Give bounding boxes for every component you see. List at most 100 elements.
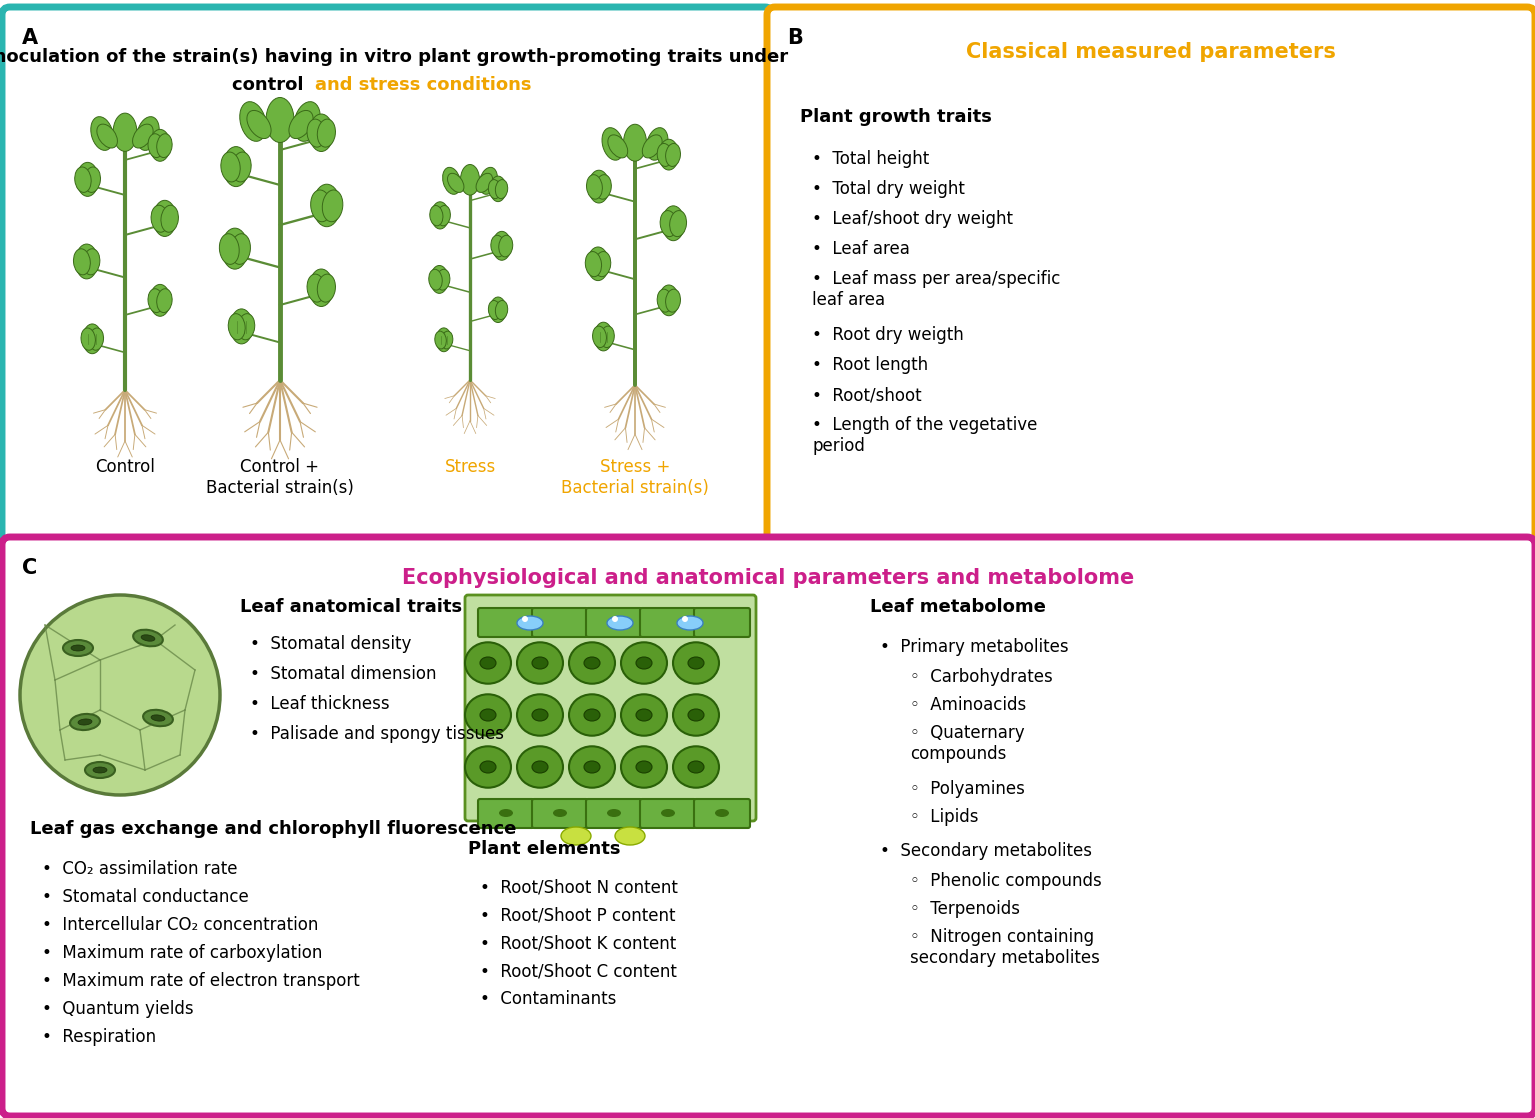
Ellipse shape — [77, 162, 98, 197]
Ellipse shape — [672, 747, 718, 788]
Ellipse shape — [310, 190, 332, 221]
Text: and stress conditions: and stress conditions — [315, 76, 531, 94]
Ellipse shape — [318, 274, 336, 302]
Text: control: control — [232, 76, 310, 94]
Ellipse shape — [488, 301, 500, 320]
FancyBboxPatch shape — [640, 608, 695, 637]
Circle shape — [682, 616, 688, 622]
Ellipse shape — [635, 709, 652, 721]
Ellipse shape — [313, 184, 341, 227]
Text: •  Root/shoot: • Root/shoot — [812, 386, 921, 404]
Ellipse shape — [157, 134, 172, 158]
Ellipse shape — [230, 309, 253, 344]
FancyBboxPatch shape — [2, 7, 774, 543]
Ellipse shape — [436, 269, 450, 290]
Ellipse shape — [569, 643, 616, 684]
Text: •  Root/Shoot C content: • Root/Shoot C content — [480, 961, 677, 980]
Text: Control +
Bacterial strain(s): Control + Bacterial strain(s) — [206, 458, 355, 496]
Text: •  Maximum rate of electron transport: • Maximum rate of electron transport — [41, 972, 359, 991]
Ellipse shape — [660, 210, 677, 237]
Ellipse shape — [608, 135, 628, 158]
Text: ◦  Nitrogen containing
secondary metabolites: ◦ Nitrogen containing secondary metaboli… — [910, 928, 1101, 967]
Text: •  Root/Shoot P content: • Root/Shoot P content — [480, 906, 675, 923]
Ellipse shape — [488, 180, 500, 199]
Text: Ecophysiological and anatomical parameters and metabolome: Ecophysiological and anatomical paramete… — [402, 568, 1134, 588]
Ellipse shape — [465, 747, 511, 788]
Ellipse shape — [430, 206, 444, 226]
Text: •  Total height: • Total height — [812, 150, 929, 168]
Ellipse shape — [75, 167, 91, 192]
Ellipse shape — [588, 170, 609, 203]
Text: Leaf gas exchange and chlorophyll fluorescence: Leaf gas exchange and chlorophyll fluore… — [31, 819, 516, 838]
Ellipse shape — [533, 709, 548, 721]
Ellipse shape — [465, 694, 511, 736]
FancyBboxPatch shape — [477, 799, 534, 828]
Ellipse shape — [94, 767, 107, 773]
Text: •  CO₂ assimilation rate: • CO₂ assimilation rate — [41, 860, 238, 878]
Ellipse shape — [307, 274, 325, 302]
Ellipse shape — [91, 116, 114, 151]
Ellipse shape — [238, 314, 255, 340]
Ellipse shape — [428, 269, 442, 290]
Ellipse shape — [221, 228, 249, 269]
Ellipse shape — [480, 657, 496, 669]
Text: •  Quantum yields: • Quantum yields — [41, 999, 193, 1018]
FancyBboxPatch shape — [533, 608, 588, 637]
Ellipse shape — [688, 657, 705, 669]
Ellipse shape — [616, 827, 645, 845]
FancyBboxPatch shape — [586, 799, 642, 828]
Ellipse shape — [137, 116, 160, 151]
Text: •  Palisade and spongy tissues: • Palisade and spongy tissues — [250, 724, 503, 743]
Ellipse shape — [89, 328, 103, 350]
Ellipse shape — [83, 324, 101, 353]
Ellipse shape — [602, 127, 623, 160]
Ellipse shape — [490, 297, 507, 322]
FancyBboxPatch shape — [694, 799, 751, 828]
Ellipse shape — [600, 326, 614, 348]
Ellipse shape — [221, 152, 239, 182]
Text: ◦  Quaternary
compounds: ◦ Quaternary compounds — [910, 724, 1025, 762]
Ellipse shape — [147, 288, 163, 313]
Ellipse shape — [688, 709, 705, 721]
Ellipse shape — [114, 113, 137, 151]
Ellipse shape — [588, 247, 609, 281]
Ellipse shape — [622, 643, 668, 684]
Text: •  Total dry weight: • Total dry weight — [812, 180, 966, 198]
Ellipse shape — [289, 111, 313, 139]
Ellipse shape — [266, 97, 295, 142]
Ellipse shape — [594, 252, 611, 276]
Text: ◦  Phenolic compounds: ◦ Phenolic compounds — [910, 872, 1102, 890]
Text: •  Root dry weigth: • Root dry weigth — [812, 326, 964, 344]
Ellipse shape — [309, 269, 333, 306]
Ellipse shape — [594, 322, 612, 351]
Text: •  Maximum rate of carboxylation: • Maximum rate of carboxylation — [41, 944, 322, 961]
FancyBboxPatch shape — [533, 799, 588, 828]
Ellipse shape — [239, 102, 266, 141]
Ellipse shape — [593, 326, 606, 348]
Ellipse shape — [229, 314, 246, 340]
Ellipse shape — [533, 657, 548, 669]
Ellipse shape — [490, 177, 507, 201]
Ellipse shape — [479, 168, 497, 195]
Ellipse shape — [517, 694, 563, 736]
Ellipse shape — [606, 616, 632, 631]
Text: •  Length of the vegetative
period: • Length of the vegetative period — [812, 416, 1038, 455]
Ellipse shape — [666, 143, 680, 167]
Text: Stress +
Bacterial strain(s): Stress + Bacterial strain(s) — [562, 458, 709, 496]
Ellipse shape — [460, 164, 479, 196]
Ellipse shape — [480, 709, 496, 721]
Ellipse shape — [431, 201, 448, 229]
Ellipse shape — [71, 714, 100, 730]
Text: ◦  Lipids: ◦ Lipids — [910, 808, 978, 826]
Ellipse shape — [672, 643, 718, 684]
Ellipse shape — [71, 645, 84, 651]
Ellipse shape — [223, 146, 249, 187]
Ellipse shape — [569, 747, 616, 788]
Text: ◦  Carbohydrates: ◦ Carbohydrates — [910, 667, 1053, 686]
Ellipse shape — [150, 284, 170, 316]
Text: A: A — [21, 28, 38, 48]
Ellipse shape — [569, 694, 616, 736]
Ellipse shape — [97, 124, 117, 148]
Text: •  Root/Shoot K content: • Root/Shoot K content — [480, 934, 677, 953]
Ellipse shape — [499, 809, 513, 817]
